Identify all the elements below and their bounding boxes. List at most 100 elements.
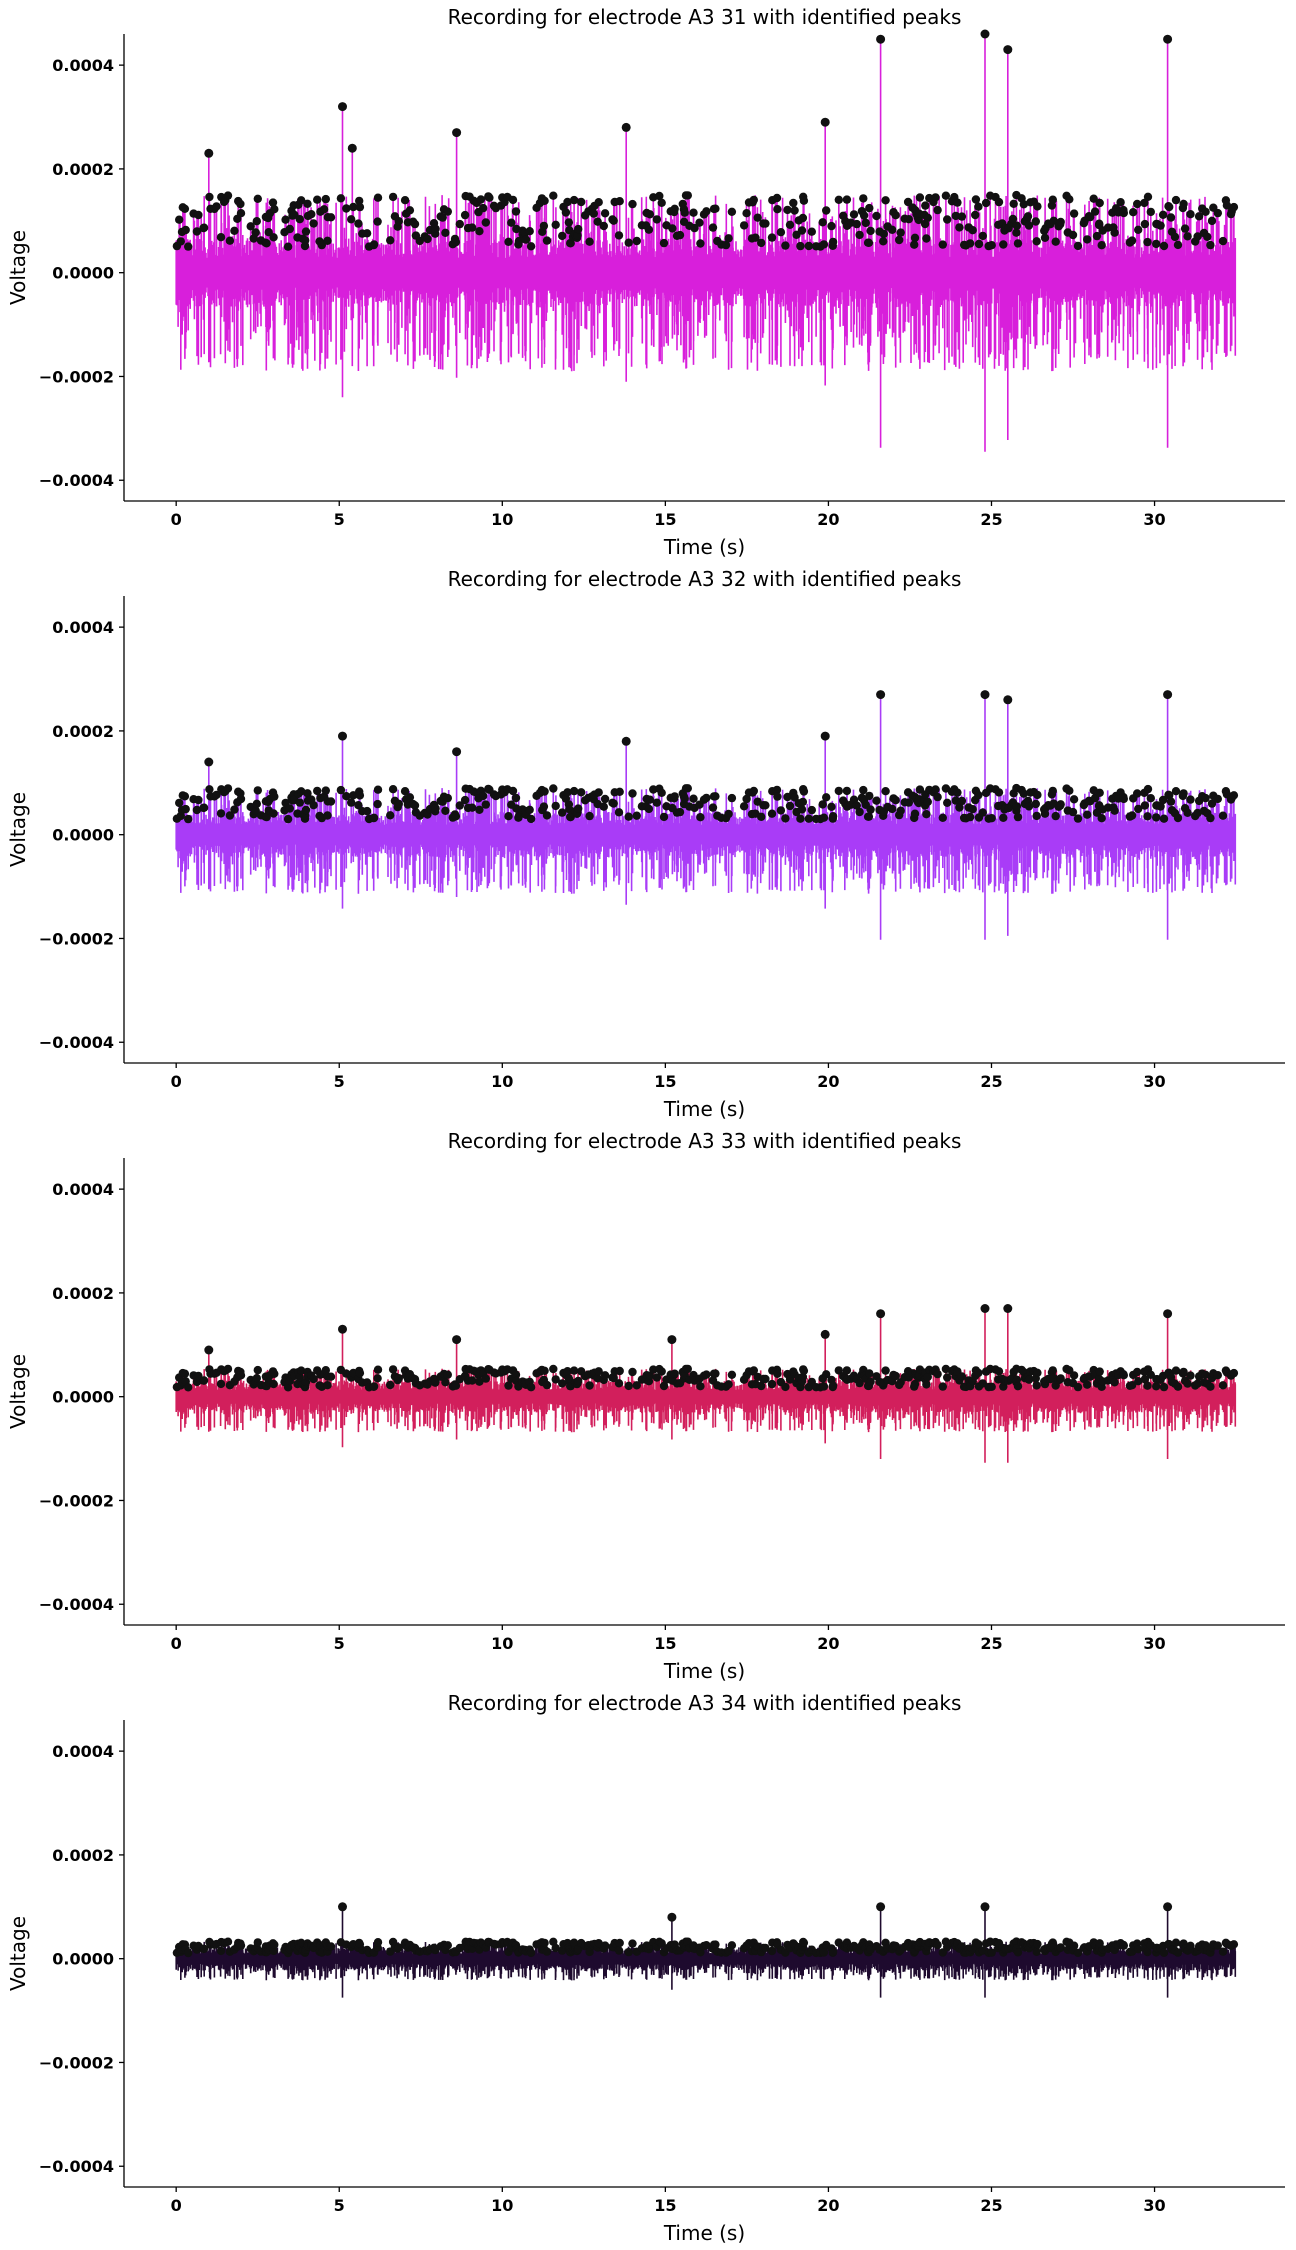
peak-marker	[1065, 786, 1074, 795]
peak-marker	[628, 1939, 637, 1948]
peak-marker	[252, 1374, 261, 1383]
x-tick-label: 15	[654, 1634, 676, 1653]
y-tick-label: 0.0000	[52, 1388, 114, 1407]
peak-marker	[865, 203, 874, 213]
y-tick-label: 0.0004	[52, 1180, 114, 1199]
peak-marker	[594, 1939, 603, 1948]
peak-marker	[1173, 1948, 1183, 1957]
peak-marker	[987, 1948, 996, 1957]
peak-marker	[876, 34, 886, 44]
peak-marker	[1171, 1938, 1181, 1947]
peak-marker	[819, 813, 829, 822]
peak-marker	[1229, 1940, 1239, 1949]
peak-marker	[655, 191, 664, 201]
peak-marker	[1156, 221, 1165, 230]
x-axis-label: Time (s)	[663, 1659, 745, 1683]
peak-marker	[1095, 219, 1104, 228]
peak-marker	[175, 798, 184, 808]
x-tick-label: 5	[334, 1072, 345, 1091]
peak-marker	[479, 791, 488, 801]
subplot-3: Recording for electrode A3 33 with ident…	[6, 1129, 1285, 1683]
peak-marker	[504, 1381, 513, 1390]
peak-marker	[1013, 239, 1023, 248]
peak-marker	[525, 227, 534, 236]
y-axis-label: Voltage	[6, 792, 30, 867]
peak-marker	[347, 143, 357, 153]
peak-marker	[797, 805, 807, 814]
peak-marker	[822, 206, 831, 215]
peak-marker	[1086, 212, 1095, 222]
peak-marker	[184, 814, 193, 824]
peak-marker	[347, 798, 356, 807]
peak-marker	[481, 800, 490, 809]
peak-marker	[236, 1941, 246, 1950]
peak-marker	[1186, 1371, 1195, 1380]
peak-marker	[866, 805, 875, 814]
peak-marker	[855, 807, 864, 817]
peak-marker	[968, 805, 977, 814]
peak-marker	[1073, 1382, 1083, 1392]
peak-marker	[192, 227, 202, 236]
peak-marker	[659, 1381, 669, 1391]
peak-marker	[1013, 1948, 1023, 1957]
peak-marker	[338, 102, 347, 112]
peak-marker	[931, 193, 940, 202]
peak-marker	[508, 786, 518, 796]
peak-marker	[468, 223, 477, 232]
peak-marker	[388, 1365, 398, 1374]
peak-marker	[526, 814, 536, 824]
peak-marker	[307, 210, 316, 219]
peak-marker	[895, 235, 904, 245]
peak-marker	[670, 204, 679, 213]
peak-marker	[742, 794, 751, 804]
peak-marker	[1065, 195, 1074, 204]
peak-marker	[1032, 237, 1041, 246]
peak-marker	[781, 1382, 790, 1392]
peak-marker	[974, 202, 983, 211]
peak-marker	[790, 206, 799, 215]
peak-marker	[820, 1329, 830, 1339]
peak-marker	[1127, 1381, 1137, 1390]
peak-marker	[400, 196, 410, 205]
peak-marker	[569, 786, 579, 796]
peak-marker	[1143, 1947, 1152, 1957]
peak-marker	[615, 1366, 624, 1376]
peak-marker	[561, 208, 571, 217]
peak-marker	[355, 1368, 365, 1378]
peak-marker	[727, 793, 737, 803]
peak-marker	[1193, 808, 1202, 818]
peak-marker	[820, 117, 830, 127]
peak-marker	[1193, 232, 1202, 241]
peak-marker	[301, 236, 310, 245]
peak-marker	[386, 1380, 395, 1390]
peak-marker	[468, 803, 477, 812]
peak-marker	[441, 806, 450, 815]
peak-marker	[362, 229, 372, 238]
peak-marker	[866, 226, 875, 236]
peak-marker	[799, 196, 809, 205]
peak-marker	[628, 199, 637, 209]
peak-marker	[1068, 230, 1078, 240]
peak-marker	[980, 1304, 990, 1313]
peak-marker	[585, 811, 594, 821]
peak-marker	[593, 217, 602, 226]
peak-marker	[269, 233, 278, 242]
peak-marker	[670, 792, 679, 801]
peak-marker	[262, 239, 271, 248]
peak-marker	[896, 806, 905, 815]
y-tick-label: 0.0004	[52, 56, 114, 75]
peak-marker	[819, 1382, 829, 1391]
peak-marker	[1133, 1367, 1142, 1377]
peak-marker	[749, 786, 758, 796]
peak-marker	[253, 1365, 262, 1375]
peak-marker	[216, 809, 226, 818]
peak-marker	[799, 787, 809, 796]
peak-marker	[216, 233, 226, 242]
peak-marker	[309, 801, 318, 810]
peak-marker	[184, 1948, 193, 1958]
peak-marker	[879, 229, 888, 239]
peak-marker	[711, 1369, 720, 1378]
peak-marker	[914, 215, 923, 225]
peak-marker	[194, 795, 203, 805]
peak-marker	[1013, 812, 1023, 822]
